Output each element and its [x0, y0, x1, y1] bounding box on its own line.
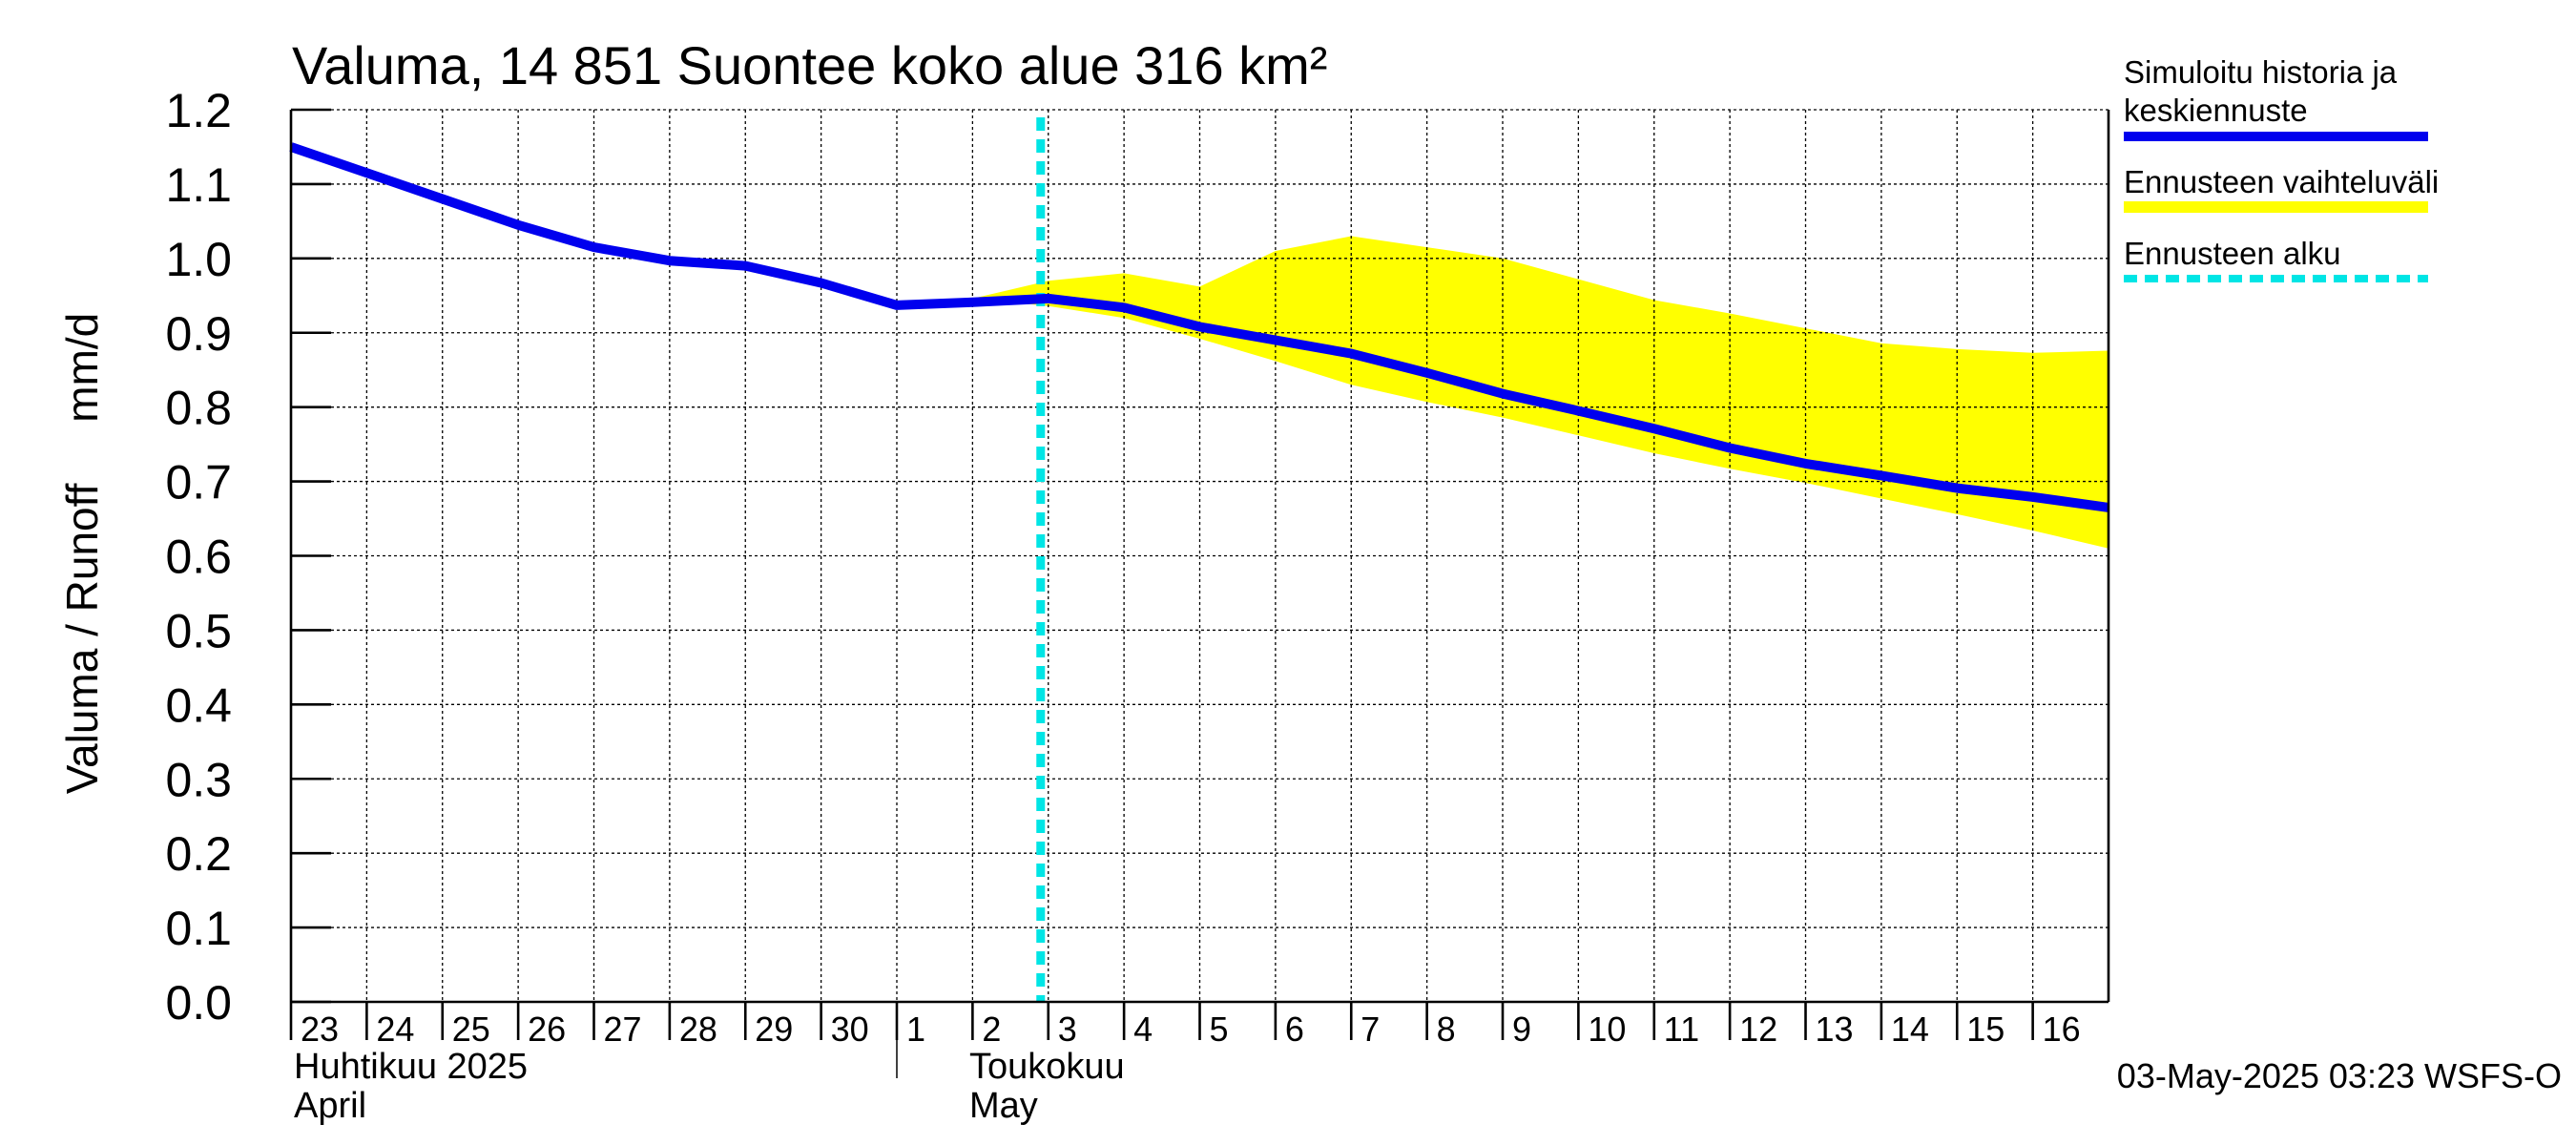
y-tick-labels: 0.0 0.1 0.2 0.3 0.4 0.5 0.6 0.7 0.8 0.9 1.0 1.1 1.2: [165, 84, 232, 1030]
legend-label-simulated: Simuloitu historia ja: [2124, 54, 2398, 90]
y-tick-label: 0.2: [165, 827, 232, 881]
legend-label-range: Ennusteen vaihteluväli: [2124, 164, 2439, 199]
x-tick-label: 8: [1437, 1010, 1456, 1049]
month-label-finnish: Toukokuu: [969, 1047, 1125, 1087]
forecast-range-layer: [972, 236, 2109, 549]
x-tick-label: 3: [1058, 1010, 1077, 1049]
month-label-finnish: Huhtikuu 2025: [294, 1047, 528, 1087]
x-tick-label: 23: [301, 1010, 339, 1049]
x-tick-label: 11: [1664, 1010, 1699, 1049]
y-tick-label: 0.1: [165, 902, 232, 955]
x-tick-labels: 23 24 25 26 27 28 29 30 1 2 3 4 5 6 7 8 9 10 11 12 13 14 15 16: [301, 1010, 2081, 1049]
y-tick-label: 0.9: [165, 307, 232, 361]
footer-timestamp: 03-May-2025 03:23 WSFS-O: [2117, 1056, 2562, 1095]
y-tick-label: 0.5: [165, 604, 232, 657]
x-tick-label: 30: [831, 1010, 869, 1049]
x-tick-label: 27: [604, 1010, 642, 1049]
y-tick-label: 0.8: [165, 382, 232, 435]
x-tick-label: 13: [1816, 1010, 1854, 1049]
series-line-simulated: [289, 142, 2109, 512]
y-tick-label: 0.0: [165, 976, 232, 1030]
y-tick-label: 0.4: [165, 678, 232, 732]
x-tick-label: 1: [906, 1010, 925, 1049]
month-label-english: April: [294, 1086, 366, 1126]
forecast-range-band: [972, 236, 2109, 549]
y-axis-label: Valuma / Runoff mm/d: [57, 313, 107, 795]
y-tick-label: 0.6: [165, 531, 232, 584]
x-tick-label: 10: [1588, 1010, 1626, 1049]
x-tick-label: 14: [1891, 1010, 1929, 1049]
x-tick-label: 2: [982, 1010, 1001, 1049]
grid-layer: [291, 109, 2109, 1002]
x-tick-label: 15: [1966, 1010, 2005, 1049]
x-tick-label: 16: [2043, 1010, 2081, 1049]
x-tick-label: 25: [452, 1010, 490, 1049]
legend-label-forecast-start: Ennusteen alku: [2124, 236, 2341, 271]
x-tick-label: 5: [1210, 1010, 1229, 1049]
x-tick-label: 28: [679, 1010, 717, 1049]
x-tick-label: 7: [1361, 1010, 1380, 1049]
x-tick-label: 4: [1133, 1010, 1153, 1049]
x-tick-label: 6: [1285, 1010, 1304, 1049]
x-tick-label: 29: [755, 1010, 793, 1049]
legend-label-simulated: keskiennuste: [2124, 93, 2308, 128]
axes-layer: [289, 108, 2110, 1078]
x-tick-label: 24: [376, 1010, 414, 1049]
x-tick-label: 26: [528, 1010, 566, 1049]
chart-title: Valuma, 14 851 Suontee koko alue 316 km²: [292, 35, 1327, 95]
series-layer: [289, 142, 2109, 512]
month-label-english: May: [969, 1086, 1038, 1126]
y-tick-label: 0.3: [165, 753, 232, 806]
y-tick-label: 1.0: [165, 233, 232, 286]
x-tick-label: 12: [1739, 1010, 1777, 1049]
y-tick-label: 1.2: [165, 84, 232, 137]
x-tick-label: 9: [1512, 1010, 1531, 1049]
y-tick-label: 0.7: [165, 456, 232, 510]
y-tick-label: 1.1: [165, 158, 232, 212]
